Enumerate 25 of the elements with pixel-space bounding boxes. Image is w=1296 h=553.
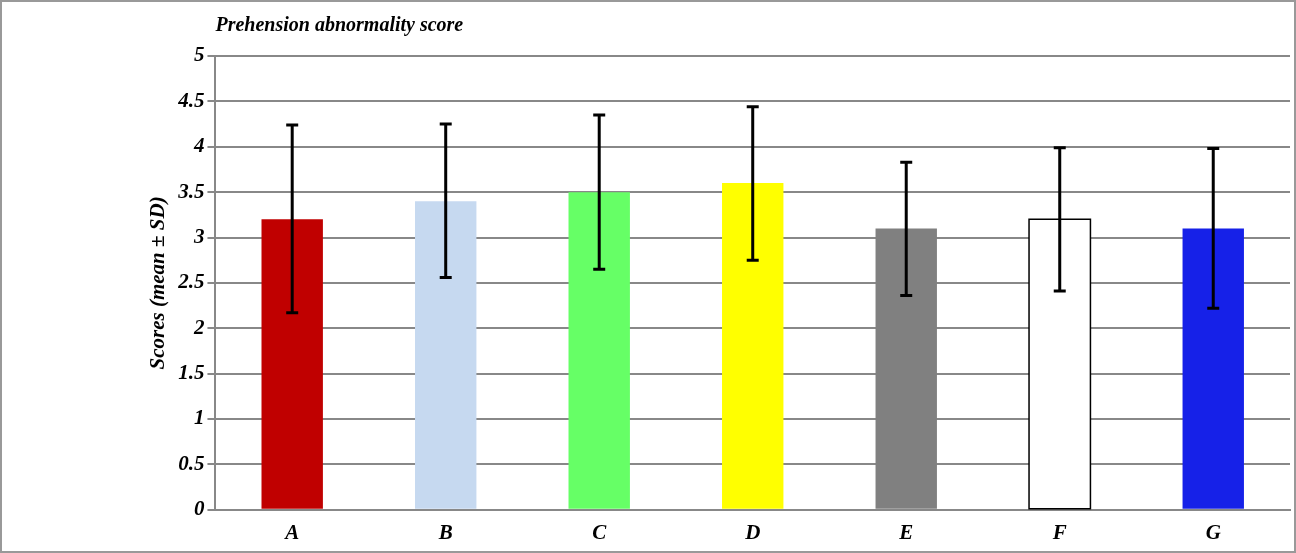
- x-tick-label: E: [898, 519, 914, 544]
- x-tick-label: A: [283, 519, 300, 544]
- y-tick-label: 0: [193, 496, 205, 521]
- y-tick-label: 4: [192, 133, 205, 158]
- y-tick-label: 2: [192, 314, 205, 339]
- x-tick-label: C: [592, 519, 608, 544]
- bar: [261, 219, 323, 509]
- x-tick-label: B: [437, 519, 453, 544]
- x-tick-label: G: [1205, 519, 1221, 544]
- y-tick-label: 1.5: [178, 360, 205, 385]
- y-tick-label: 0.5: [178, 450, 205, 475]
- x-tick-label: F: [1051, 519, 1067, 544]
- y-tick-label: 1: [193, 405, 205, 430]
- y-tick-label: 5: [193, 42, 205, 67]
- bar: [1182, 228, 1244, 509]
- y-axis-title: Scores (mean ± SD): [145, 196, 170, 370]
- chart-title: Prehension abnormality score: [214, 13, 464, 37]
- y-tick-label: 2.5: [177, 269, 205, 294]
- bar: [568, 192, 630, 509]
- y-tick-label: 3.5: [177, 178, 205, 203]
- bar: [415, 201, 477, 509]
- y-tick-label: 4.5: [177, 87, 205, 112]
- bar: [722, 183, 784, 509]
- x-tick-label: D: [744, 519, 761, 544]
- y-tick-label: 3: [192, 223, 205, 248]
